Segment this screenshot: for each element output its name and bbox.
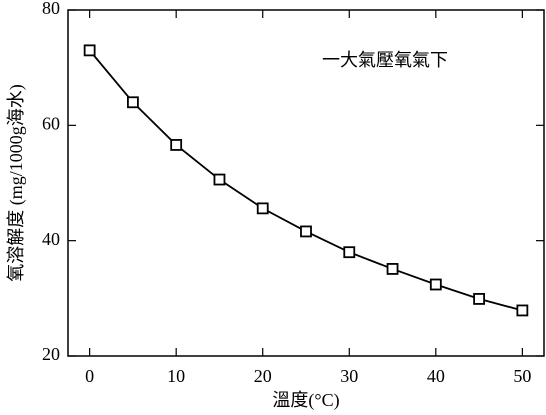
data-point (83, 44, 96, 57)
data-line (88, 49, 523, 312)
x-tick-label: 0 (85, 366, 94, 386)
y-tick-label: 80 (42, 0, 60, 18)
data-point (213, 173, 226, 186)
data-point (300, 225, 312, 238)
data-point (386, 263, 399, 275)
y-axis-label: 氧溶解度 (mg/1000g海水) (6, 84, 27, 282)
data-point (343, 246, 356, 259)
data-point (127, 96, 139, 109)
data-point (473, 293, 485, 305)
data-point (256, 202, 269, 215)
data-point (170, 139, 183, 151)
plot-frame (67, 9, 545, 357)
x-tick-label: 20 (254, 366, 272, 386)
data-point (429, 278, 442, 291)
x-tick-label: 40 (427, 366, 445, 386)
data-point (516, 304, 529, 317)
x-tick-label: 50 (513, 366, 531, 386)
y-tick-label: 60 (42, 113, 60, 133)
x-axis-label: 溫度(°C) (272, 390, 339, 411)
x-tick-label: 10 (167, 366, 185, 386)
y-tick-label: 20 (42, 344, 60, 364)
x-tick-label: 30 (340, 366, 358, 386)
annotation: 一大氣壓氧氣下 (322, 50, 448, 70)
y-tick-label: 40 (42, 229, 60, 249)
